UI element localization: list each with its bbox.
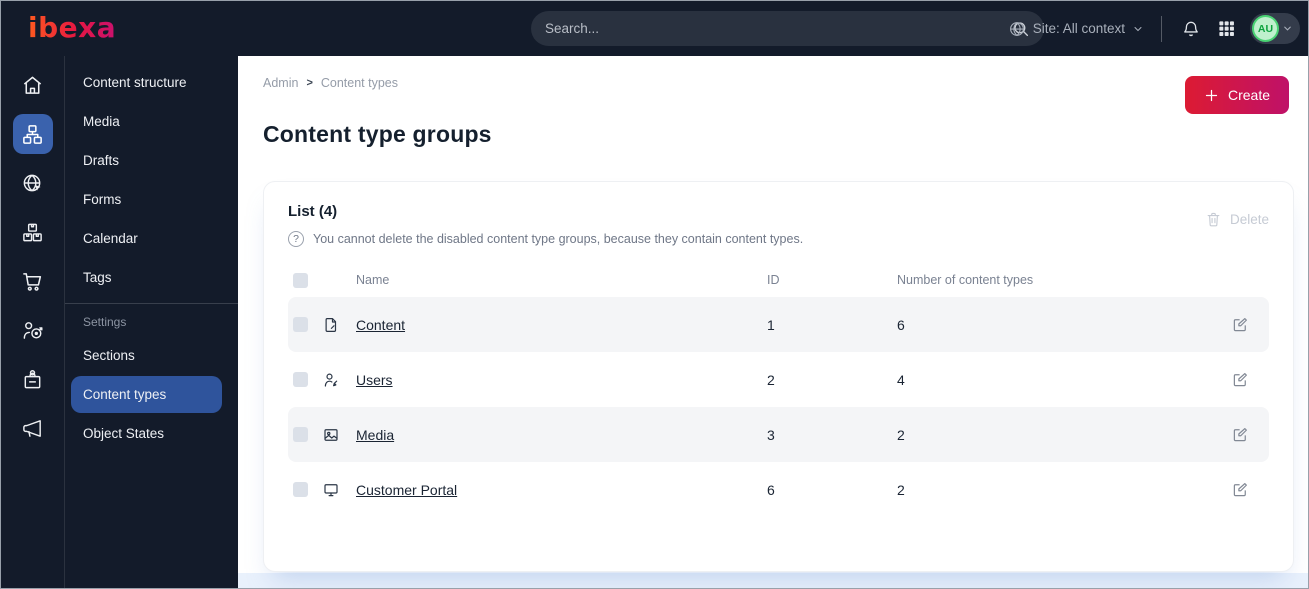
bell-icon xyxy=(1181,19,1201,39)
app-switcher-button[interactable] xyxy=(1215,17,1238,40)
user-icon xyxy=(322,371,356,389)
breadcrumb-content-types: Content types xyxy=(320,76,399,90)
group-id: 6 xyxy=(767,481,775,498)
rail-id-badge-icon[interactable] xyxy=(13,359,53,399)
search-input[interactable] xyxy=(545,21,1012,36)
column-header-count: Number of content types xyxy=(897,273,1034,287)
group-link[interactable]: Media xyxy=(356,426,395,443)
global-search[interactable] xyxy=(531,11,1044,46)
rail-cart-icon[interactable] xyxy=(13,261,53,301)
group-link[interactable]: Users xyxy=(356,371,393,388)
table-row-users: Users 2 4 xyxy=(288,352,1269,407)
topbar-actions: Site: All context AU xyxy=(1008,1,1300,56)
edit-button[interactable] xyxy=(1229,369,1269,391)
row-checkbox[interactable] xyxy=(293,372,308,387)
group-link[interactable]: Customer Portal xyxy=(356,481,458,498)
content-type-groups-card: List (4) ? You cannot delete the disable… xyxy=(263,181,1294,572)
menu-divider xyxy=(65,303,238,304)
sidebar-item-forms[interactable]: Forms xyxy=(83,192,122,207)
rail-home-icon[interactable] xyxy=(13,65,53,105)
table-row-content: Content 1 6 xyxy=(288,297,1269,352)
help-text: You cannot delete the disabled content t… xyxy=(313,232,804,246)
bottom-strip xyxy=(238,573,1308,588)
column-header-name: Name xyxy=(356,273,390,287)
rail-audience-target-icon[interactable] xyxy=(13,310,53,350)
avatar: AU xyxy=(1252,15,1279,42)
breadcrumb: Admin > Content types xyxy=(263,76,398,90)
site-context-selector[interactable]: Site: All context xyxy=(1008,20,1144,38)
monitor-icon xyxy=(322,481,356,499)
content-type-groups-table: Name ID Number of content types Content … xyxy=(288,263,1269,517)
topbar: ibexa Site: All context xyxy=(1,1,1308,56)
sidebar-item-drafts[interactable]: Drafts xyxy=(83,153,120,168)
group-link[interactable]: Content xyxy=(356,316,406,333)
rail-megaphone-icon[interactable] xyxy=(13,408,53,448)
image-icon xyxy=(322,426,356,444)
table-header-row: Name ID Number of content types xyxy=(288,263,1269,297)
sidebar-item-content-types[interactable]: Content types xyxy=(71,376,222,413)
sidebar-item-calendar[interactable]: Calendar xyxy=(83,231,138,246)
rail-site-globe-icon[interactable] xyxy=(13,163,53,203)
rail-content-structure-icon[interactable] xyxy=(12,114,53,154)
settings-section-label: Settings xyxy=(83,315,127,329)
trash-icon xyxy=(1205,211,1222,228)
chevron-down-icon xyxy=(1282,23,1293,34)
table-row-media: Media 3 2 xyxy=(288,407,1269,462)
edit-button[interactable] xyxy=(1229,479,1269,501)
delete-button-label: Delete xyxy=(1229,212,1269,227)
row-checkbox[interactable] xyxy=(293,427,308,442)
plus-icon xyxy=(1204,88,1219,103)
group-count: 4 xyxy=(897,371,905,388)
edit-button[interactable] xyxy=(1229,314,1269,336)
ibexa-logo[interactable]: ibexa xyxy=(28,11,117,44)
sidebar-item-content-structure[interactable]: Content structure xyxy=(83,75,187,90)
create-button[interactable]: Create xyxy=(1184,76,1289,114)
sidebar-item-media[interactable]: Media xyxy=(83,114,120,129)
main-content: Admin > Content types Create Content typ… xyxy=(238,56,1308,588)
sidebar-menu: Content structure Media Drafts Forms Cal… xyxy=(65,56,238,588)
group-count: 2 xyxy=(897,426,905,443)
sidebar-item-object-states[interactable]: Object States xyxy=(83,426,165,441)
row-checkbox[interactable] xyxy=(293,482,308,497)
site-context-label: Site: All context xyxy=(1032,21,1125,36)
create-button-label: Create xyxy=(1227,87,1270,103)
notifications-button[interactable] xyxy=(1179,17,1203,41)
table-row-customer-portal: Customer Portal 6 2 xyxy=(288,462,1269,517)
column-header-id: ID xyxy=(767,273,780,287)
breadcrumb-admin[interactable]: Admin xyxy=(263,76,299,90)
help-icon: ? xyxy=(288,231,304,247)
select-all-checkbox[interactable] xyxy=(293,272,308,288)
globe-icon xyxy=(1008,20,1026,38)
sidebar-item-sections[interactable]: Sections xyxy=(83,348,135,363)
rail-product-boxes-icon[interactable] xyxy=(13,212,53,252)
file-icon xyxy=(322,316,356,334)
group-id: 1 xyxy=(767,316,775,333)
group-id: 2 xyxy=(767,371,775,388)
row-checkbox[interactable] xyxy=(293,317,308,332)
breadcrumb-separator: > xyxy=(306,77,313,89)
list-title: List (4) xyxy=(288,203,338,220)
delete-button[interactable]: Delete xyxy=(1205,211,1269,228)
edit-button[interactable] xyxy=(1229,424,1269,446)
group-id: 3 xyxy=(767,426,775,443)
group-count: 6 xyxy=(897,316,905,333)
sidebar-item-tags[interactable]: Tags xyxy=(83,270,112,285)
topbar-divider xyxy=(1161,15,1162,42)
group-count: 2 xyxy=(897,481,905,498)
chevron-down-icon xyxy=(1132,23,1144,35)
icon-rail xyxy=(1,56,65,588)
app-grid-icon xyxy=(1217,19,1236,38)
page-title: Content type groups xyxy=(263,121,492,147)
user-menu[interactable]: AU xyxy=(1250,13,1300,44)
